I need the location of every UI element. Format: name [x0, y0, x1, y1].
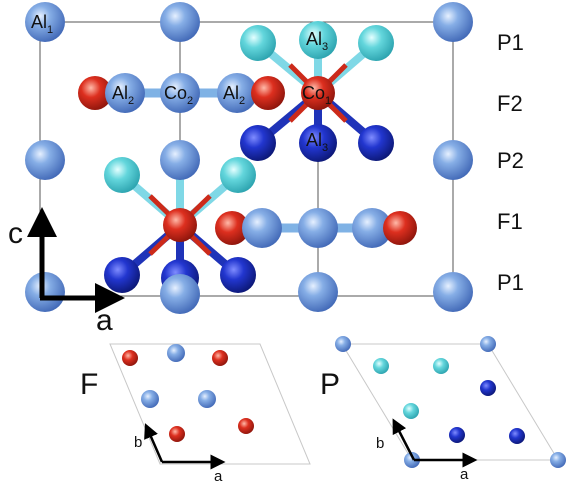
layer-p1-bottom-atoms	[25, 257, 473, 314]
p-a-axis-label: a	[460, 466, 469, 483]
al-light-atom	[433, 2, 473, 42]
layer-label-p1-bottom: P1	[497, 270, 524, 295]
f-a-axis-label: a	[214, 468, 223, 485]
al-light-atom	[160, 140, 200, 180]
layer-p1-top-atoms	[25, 2, 473, 42]
p-b-axis-arrow	[392, 418, 416, 461]
al-cyan-atom	[373, 358, 389, 374]
atom-labels: Al1 Al2 Co2 Al2 Al3 Co1 Al3	[31, 12, 331, 154]
al-light-atom	[298, 272, 338, 312]
f-panel-title: F	[80, 368, 98, 401]
label-al1: Al1	[31, 12, 53, 36]
al-light-atom	[550, 452, 566, 468]
co-atom	[301, 76, 335, 110]
co-atom	[78, 76, 112, 110]
layer-label-f1: F1	[497, 209, 523, 234]
label-co2: Co2	[164, 83, 193, 107]
al-cyan-atom	[104, 157, 140, 193]
co-atom	[212, 350, 228, 366]
label-al2-right: Al2	[223, 83, 245, 107]
f-b-axis-arrow	[144, 423, 164, 463]
al-light-atom	[242, 208, 282, 248]
a-axis-label: a	[96, 304, 113, 337]
al-light-atom	[433, 140, 473, 180]
al-light-atom	[25, 2, 65, 42]
al-light-atom	[167, 344, 185, 362]
al-cyan-atom	[240, 25, 276, 61]
al-cyan-atom	[358, 25, 394, 61]
co-atom	[238, 418, 254, 434]
layer-label-p2: P2	[497, 148, 524, 173]
label-al2-left: Al2	[112, 83, 134, 107]
al-dark-atom	[509, 428, 525, 444]
al-light-atom	[404, 452, 420, 468]
al-light-atom	[160, 274, 200, 314]
label-co1: Co1	[302, 83, 331, 107]
c-axis-label: c	[8, 217, 23, 250]
co-atom	[169, 426, 185, 442]
al-dark-atom	[480, 380, 496, 396]
f-panel-cell	[109, 343, 311, 465]
layer-labels: P1 F2 P2 F1 P1	[497, 30, 524, 295]
al-light-atom	[25, 140, 65, 180]
layer-label-f2: F2	[497, 91, 523, 116]
al-light-atom	[198, 390, 216, 408]
main-axes: c a	[8, 207, 125, 337]
al-dark-atom	[449, 427, 465, 443]
co-atom	[251, 76, 285, 110]
layer-p2-atoms	[25, 140, 473, 193]
al-cyan-atom	[433, 358, 449, 374]
al-light-atom	[105, 73, 145, 113]
al-cyan-atom	[403, 403, 419, 419]
layer-f1-atoms	[163, 208, 417, 248]
al-dark-atom	[358, 125, 394, 161]
co-atom	[163, 208, 197, 242]
panel-p: P b a	[320, 336, 566, 483]
al-light-atom	[217, 73, 257, 113]
p-panel-cell	[341, 343, 559, 461]
al-light-atom	[141, 390, 159, 408]
co-atom	[215, 211, 249, 245]
p-panel-title: P	[320, 368, 340, 401]
al-light-atom	[335, 336, 351, 352]
al-dark-atom	[220, 257, 256, 293]
co-atom	[122, 350, 138, 366]
f-b-axis-label: b	[134, 434, 142, 451]
panel-f: F b a	[80, 343, 311, 485]
al-dark-atom	[240, 125, 276, 161]
label-al3-top: Al3	[306, 29, 328, 53]
layer-label-p1-top: P1	[497, 30, 524, 55]
al-light-atom	[160, 2, 200, 42]
al-light-atom	[25, 272, 65, 312]
al-light-atom	[298, 208, 338, 248]
unit-cell-outline	[39, 21, 454, 297]
al-cyan-atom	[299, 21, 337, 59]
al-light-atom	[480, 336, 496, 352]
co-atom	[160, 73, 200, 113]
al-light-atom	[433, 272, 473, 312]
al-dark-atom	[104, 257, 140, 293]
p-b-axis-label: b	[376, 435, 384, 452]
al-cyan-atom	[220, 157, 256, 193]
al-light-atom	[352, 208, 392, 248]
label-al3-bottom: Al3	[306, 130, 328, 154]
co-atom	[383, 211, 417, 245]
layer-f2-atoms	[78, 21, 394, 162]
al-dark-atom	[299, 124, 337, 162]
